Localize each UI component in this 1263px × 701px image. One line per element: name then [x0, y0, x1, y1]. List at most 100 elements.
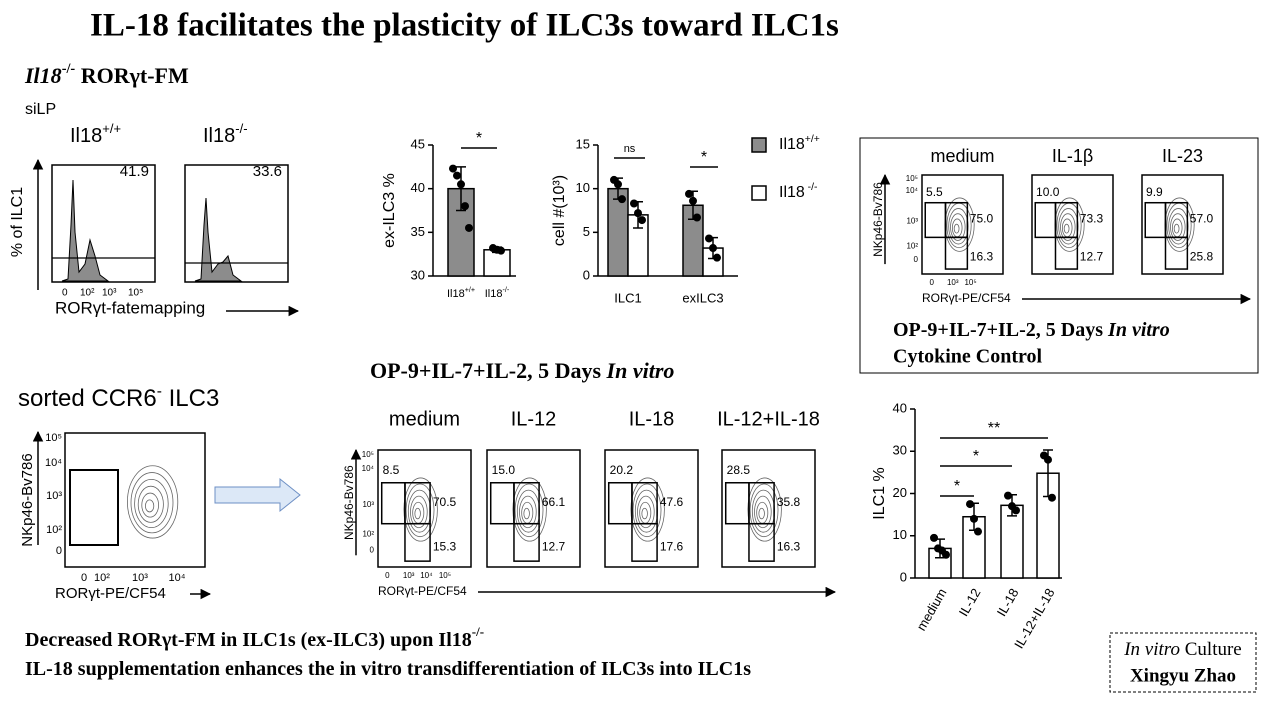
contour [950, 213, 966, 241]
box-caption: OP-9+IL-7+IL-2, 5 Days In vitro [893, 319, 1170, 341]
data-point [497, 246, 505, 255]
contour [1063, 223, 1070, 234]
x-tick-label: 10³ [403, 571, 415, 580]
gate-percent: 20.2 [610, 463, 634, 477]
data-point [618, 195, 626, 204]
data-point [449, 164, 457, 173]
conclusion-part: -/- [472, 624, 484, 639]
y-tick-label: 45 [411, 136, 425, 151]
data-point [465, 223, 473, 232]
gate-percent: 47.6 [660, 495, 684, 509]
y-axis-label: % of ILC1 [9, 187, 26, 257]
legend-label-part: Il18 [779, 136, 805, 153]
x-tick-label-part: Il18 [485, 288, 503, 300]
gate-percent: 33.6 [253, 163, 282, 180]
contour [1058, 208, 1079, 245]
section-heading-part: In vitro [606, 358, 675, 383]
data-point [457, 180, 465, 189]
contour [754, 495, 772, 529]
flow-frame [721, 449, 816, 568]
contour [948, 208, 969, 245]
gate [1054, 236, 1079, 270]
significance-label: ns [624, 143, 636, 155]
flow-frame [486, 449, 581, 568]
contour [747, 477, 782, 542]
data-point [1012, 506, 1020, 515]
contour [953, 223, 960, 234]
gate-percent: 57.0 [1190, 212, 1214, 226]
legend-swatch [751, 185, 767, 201]
panel-heading: Il18-/- RORγt-FM [24, 61, 189, 88]
gate-percent: 16.3 [970, 249, 994, 263]
y-axis-label: ILC1 % [871, 467, 888, 519]
y-tick-label: 0 [583, 267, 590, 282]
y-tick-label: 10⁵ [45, 432, 62, 444]
panel-heading-part: -/- [62, 61, 76, 77]
data-point [1048, 493, 1056, 502]
y-tick-label: 20 [893, 485, 907, 500]
x-tick-label: 10⁴ [169, 572, 186, 584]
data-point [713, 253, 721, 262]
contour [410, 495, 428, 529]
conclusion: IL-18 supplementation enhances the in vi… [25, 658, 751, 680]
y-tick-label: 0 [370, 546, 375, 555]
x-tick-label: 10² [80, 288, 95, 299]
contour [405, 483, 435, 538]
data-point [453, 171, 461, 180]
gate [513, 522, 540, 562]
data-point [630, 199, 638, 208]
x-tick-label: 10⁵ [128, 288, 143, 299]
gate [1164, 236, 1189, 270]
x-axis-label: RORγt-PE/CF54 [55, 585, 166, 602]
box-caption-part: In vitro [1107, 319, 1170, 341]
y-tick-label: 10⁵ [906, 174, 918, 183]
data-point [634, 209, 642, 218]
data-point [689, 196, 697, 205]
y-tick-label: 10³ [906, 217, 918, 226]
y-tick-label: 15 [576, 136, 590, 151]
section-heading: sorted CCR6- ILC3 [18, 383, 219, 413]
y-tick-label: 10 [893, 527, 907, 542]
x-tick-label: 0 [62, 288, 68, 299]
significance-label: ** [988, 420, 1000, 437]
panel-title: IL-12 [511, 408, 557, 430]
gate-percent: 75.0 [970, 212, 994, 226]
contour [758, 507, 765, 520]
y-tick-label: 10² [362, 529, 374, 538]
panel-title: medium [389, 408, 460, 430]
contour [130, 472, 174, 534]
x-tick-label: Il18+/+ [447, 286, 475, 300]
gate-percent: 10.0 [1036, 185, 1060, 199]
data-point [709, 244, 717, 253]
gate-percent: 70.5 [433, 495, 457, 509]
data-point [966, 500, 974, 509]
data-point [693, 213, 701, 222]
data-point [970, 514, 978, 523]
gate-percent: 5.5 [926, 185, 943, 199]
x-tick-label: 10³ [102, 288, 117, 299]
data-point [614, 180, 622, 189]
contour [403, 477, 438, 542]
y-tick-label: 35 [411, 224, 425, 239]
x-tick-label: 10⁵ [964, 278, 976, 287]
legend-label: Il18+/+ [779, 134, 820, 153]
contour [637, 495, 655, 529]
gate-percent: 9.9 [1146, 185, 1163, 199]
gate-percent: 12.7 [1080, 249, 1104, 263]
section-heading-part: OP-9+IL-7+IL-2, 5 Days [370, 358, 607, 383]
histogram-frame [51, 164, 156, 283]
gate-percent: 12.7 [542, 539, 566, 553]
y-axis-label: NKp46-Bv786 [342, 465, 356, 540]
data-point [930, 533, 938, 542]
x-tick-label-part: -/- [503, 286, 510, 294]
legend-label-part: +/+ [805, 134, 820, 145]
y-tick-label: 10⁵ [362, 450, 374, 459]
legend-label-part: Il18 [779, 184, 805, 201]
gate-percent: 66.1 [542, 495, 566, 509]
x-tick-label: 0 [929, 278, 934, 287]
credit-line: In vitro Culture [1123, 639, 1242, 660]
section-heading-part: - [157, 383, 162, 400]
panel-heading-part: RORγt-FM [75, 63, 189, 88]
